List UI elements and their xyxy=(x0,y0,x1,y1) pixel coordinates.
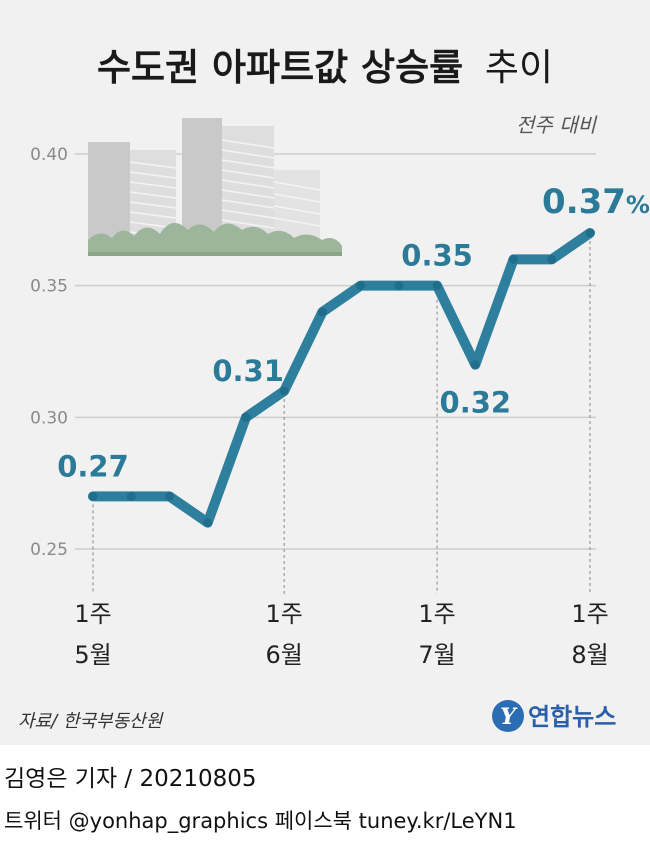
y-tick-label: 0.35 xyxy=(30,277,68,297)
data-markers xyxy=(88,228,595,528)
data-label: 0.27 xyxy=(57,449,129,483)
x-label-month: 8월 xyxy=(571,641,608,669)
data-point xyxy=(432,281,442,291)
data-point xyxy=(470,360,480,370)
yonhap-logo: Y 연합뉴스 xyxy=(492,700,616,732)
y-axis-ticks: 0.25 0.30 0.35 0.40 xyxy=(30,145,68,560)
data-point xyxy=(356,281,366,291)
x-axis-labels: 1주 5월 1주 6월 1주 7월 1주 8월 xyxy=(74,600,608,669)
month-guide-lines xyxy=(92,241,591,594)
series-line xyxy=(88,228,595,528)
data-point xyxy=(164,491,174,501)
data-point xyxy=(88,491,98,501)
data-label: 0.31 xyxy=(212,354,284,388)
reporter-credit: 김영은 기자 / 20210805 xyxy=(4,766,257,792)
subtitle: 전주 대비 xyxy=(516,113,598,137)
line-chart: 수도권 아파트값 상승률 추이 전주 대비 0.25 0.30 0.35 0.40 xyxy=(18,46,650,732)
credit-footer: 김영은 기자 / 20210805 트위터 @yonhap_graphics 페… xyxy=(0,745,650,843)
x-label-week: 1주 xyxy=(571,600,608,628)
data-point xyxy=(126,491,136,501)
series-line-path xyxy=(88,228,595,528)
data-point xyxy=(317,307,327,317)
data-label: 0.32 xyxy=(440,386,512,420)
x-label-month: 6월 xyxy=(265,641,302,669)
data-point xyxy=(585,228,595,238)
y-tick-label: 0.25 xyxy=(30,540,68,560)
data-label: 0.37% xyxy=(542,182,650,222)
x-label-week: 1주 xyxy=(418,600,455,628)
chart-title-tail: 추이 xyxy=(485,46,553,89)
data-point xyxy=(547,254,557,264)
chart-title-main: 수도권 아파트값 상승률 xyxy=(97,46,463,89)
x-label-week: 1주 xyxy=(74,600,111,628)
y-tick-label: 0.40 xyxy=(30,145,68,165)
data-point xyxy=(279,386,289,396)
yonhap-logo-text: 연합뉴스 xyxy=(528,703,616,731)
x-label-month: 7월 xyxy=(418,641,455,669)
x-label-month: 5월 xyxy=(74,641,111,669)
data-point xyxy=(394,281,404,291)
data-point xyxy=(509,254,519,264)
apartment-illustration xyxy=(88,118,342,256)
data-labels: 0.27 0.31 0.35 0.32 0.37% xyxy=(57,182,650,483)
x-label-week: 1주 xyxy=(265,600,302,628)
data-point xyxy=(203,518,213,528)
chart-panel: 수도권 아파트값 상승률 추이 전주 대비 0.25 0.30 0.35 0.40 xyxy=(0,0,650,745)
data-point xyxy=(241,412,251,422)
source-note: 자료/ 한국부동산원 xyxy=(18,711,164,732)
social-links: 트위터 @yonhap_graphics 페이스북 tuney.kr/LeYN1 xyxy=(4,809,517,833)
yonhap-logo-icon xyxy=(492,700,524,732)
y-tick-label: 0.30 xyxy=(30,408,68,428)
data-label: 0.35 xyxy=(401,239,473,273)
yonhap-logo-mark: Y xyxy=(500,704,518,730)
chart-title: 수도권 아파트값 상승률 추이 xyxy=(97,46,553,89)
